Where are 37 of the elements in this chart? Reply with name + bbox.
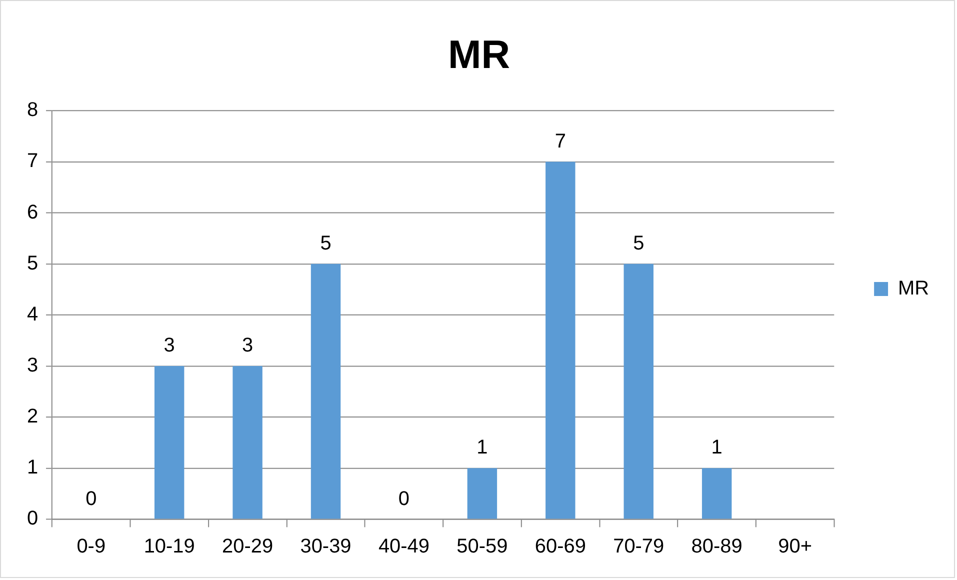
data-label: 7 [554,130,566,152]
data-label: 1 [476,436,488,459]
y-tick-label: 7 [26,150,38,172]
data-label: 0 [86,488,97,510]
x-tick-label: 30-39 [300,536,352,558]
y-tick-label: 8 [26,99,38,122]
x-tick-label: 60-69 [534,536,586,558]
x-tick-label: 0-9 [76,536,106,558]
y-tick-label: 3 [26,354,38,376]
x-tick-label: 40-49 [378,536,430,558]
x-tick-label: 50-59 [456,536,508,558]
bar [232,366,262,519]
bar [546,162,576,519]
y-tick-label: 1 [26,456,38,479]
bar [310,264,341,519]
bar [154,366,184,519]
x-tick-label: 10-19 [144,536,195,558]
bar [624,264,654,519]
bar [702,468,732,519]
y-tick-label: 2 [26,406,38,428]
x-tick-label: 70-79 [613,536,664,558]
y-tick-label: 0 [26,508,38,530]
y-tick-label: 4 [26,303,38,326]
data-label: 1 [711,436,722,459]
data-label: 3 [242,334,254,357]
x-tick-label: 80-89 [691,536,742,558]
x-tick-label: 90+ [778,536,812,558]
x-tick-label: 20-29 [222,536,274,558]
data-label: 3 [164,334,175,357]
data-label: 5 [633,232,644,254]
data-label: 0 [398,488,410,510]
legend-label: MR [898,278,930,300]
data-label: 5 [320,232,332,254]
y-tick-label: 6 [26,201,38,224]
y-tick-label: 5 [26,252,38,274]
bar [467,468,498,519]
chart-title: MR [448,32,510,77]
